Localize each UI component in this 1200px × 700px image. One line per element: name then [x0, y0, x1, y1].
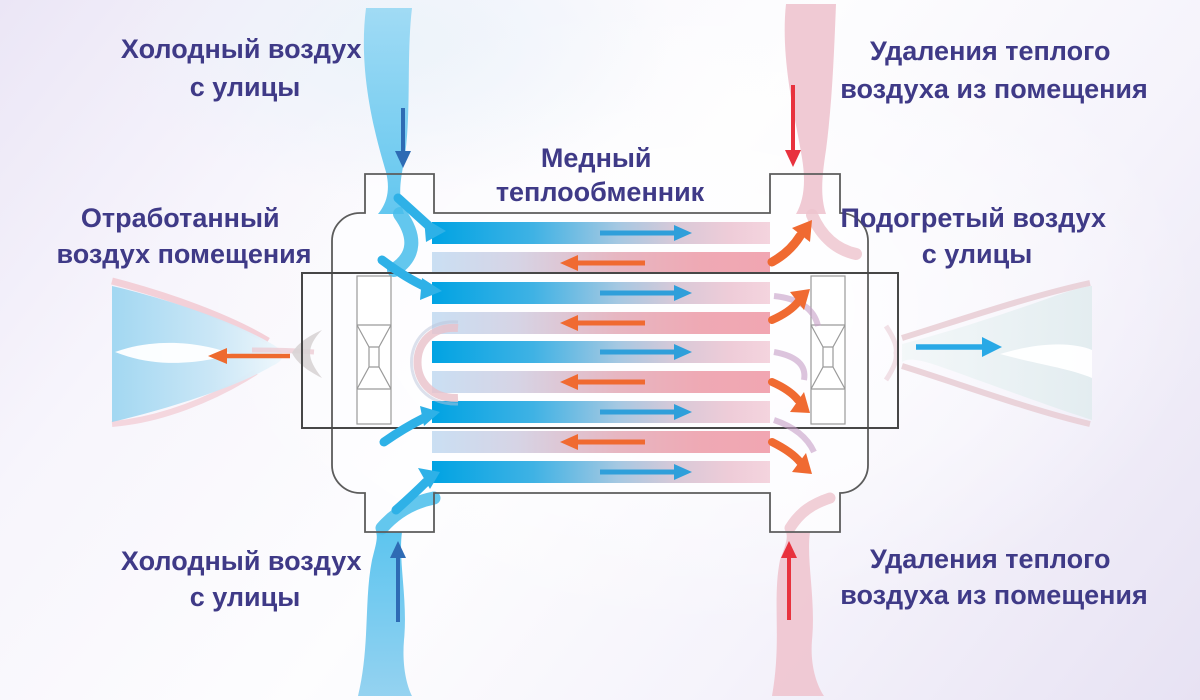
- cold-inlet-stream-top: [363, 8, 419, 277]
- label-cold-air-bottom-left: Холодный воздух с улицы: [121, 546, 369, 612]
- supply-outlet-arrow: [916, 337, 1002, 357]
- return-bend-left: [410, 320, 459, 406]
- warm-flow-arrow: [560, 374, 645, 390]
- warm-flow-arrow: [560, 315, 645, 331]
- cold-flow-arrow: [600, 404, 692, 420]
- exhaust-outlet-stream: [111, 277, 322, 427]
- warm-exhaust-stream-top: [784, 4, 862, 260]
- cold-flow-arrow: [600, 344, 692, 360]
- label-exhaust-air-mid-left: Отработанный воздух помещения: [56, 203, 311, 269]
- warm-flow-arrow: [560, 434, 645, 450]
- cold-feed-connectors: [377, 193, 446, 515]
- label-heated-air-mid-right: Подогретый воздух с улицы: [840, 203, 1113, 269]
- vessel-outline: [331, 173, 869, 533]
- cold-flow-arrow: [600, 285, 692, 301]
- cold-flow-arrow: [600, 225, 692, 241]
- manifold-box-outline: [301, 272, 899, 429]
- left-fan-column: [356, 275, 392, 425]
- tube-flow-arrows: [560, 225, 692, 480]
- label-copper-exchanger-center: Медный теплообменник: [496, 143, 705, 207]
- label-warm-removal-top-right: Удаления теплого воздуха из помещения: [840, 36, 1148, 104]
- warm-exhaust-stream-bottom: [772, 492, 836, 696]
- label-cold-air-top-left: Холодный воздух с улицы: [121, 34, 369, 102]
- warm-exhaust-arrow-bottom: [781, 541, 797, 620]
- cold-inlet-arrow-top: [395, 108, 411, 168]
- warm-exit-connectors: [767, 220, 812, 474]
- exhaust-outlet-arrow: [208, 348, 290, 364]
- supply-outlet-stream: [883, 280, 1092, 427]
- right-fan-column: [810, 275, 846, 425]
- warm-flow-arrow: [560, 255, 645, 271]
- warm-exhaust-arrow-top: [785, 85, 801, 167]
- cold-inlet-arrow-bottom: [390, 541, 406, 622]
- label-warm-removal-bottom-right: Удаления теплого воздуха из помещения: [840, 544, 1148, 610]
- cold-flow-arrow: [600, 464, 692, 480]
